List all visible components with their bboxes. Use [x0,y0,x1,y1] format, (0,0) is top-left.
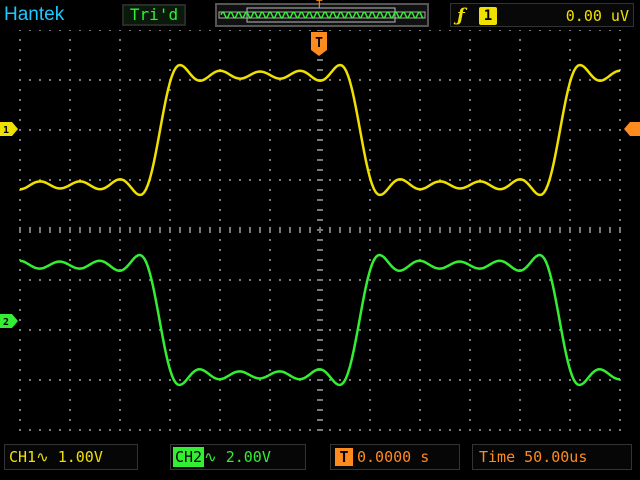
trigger-slope-icon: ƒ [457,5,465,26]
ch1-label: CH1 [9,448,37,466]
ch1-scale-info[interactable]: CH1∿ 1.00V [4,444,138,470]
ac-coupling-icon: ∿ [36,448,49,466]
ch1-ground-marker[interactable]: 1 [0,122,18,136]
ch1-scale-value: 1.00V [57,448,103,466]
ch1-waveform [19,63,621,197]
memory-trigger-marker: T [316,0,323,11]
trigger-status-badge: Tri'd [122,4,186,26]
ch2-waveform [19,253,621,387]
trigger-position-info[interactable]: T 0.0000 s [330,444,460,470]
memory-overview-graphic [218,7,426,23]
ch2-marker-label: 2 [3,317,9,328]
ch1-marker-label: 1 [3,125,9,136]
trigger-time-marker-label: T [315,36,323,51]
waveform-display[interactable]: T 1 2 [0,30,640,440]
trigger-source-badge: 1 [479,7,497,25]
ac-coupling-icon: ∿ [204,448,217,466]
ch2-scale-value: 2.00V [225,448,271,466]
trigger-position-icon: T [335,448,353,466]
graticule-grid [19,30,621,431]
ch2-scale-info[interactable]: CH2 ∿ 2.00V [170,444,306,470]
brand-logo: Hantek [4,4,65,25]
ch2-label: CH2 [173,447,205,467]
timebase-value: 50.00us [524,448,588,466]
timebase-label: Time [479,448,516,466]
trigger-time-marker[interactable]: T [311,32,327,56]
ch2-ground-marker[interactable]: 2 [0,314,18,328]
trigger-info-panel[interactable]: ƒ 1 0.00 uV [450,3,634,27]
trigger-level-readout: 0.00 uV [565,7,629,25]
timebase-info[interactable]: Time 50.00us [472,444,632,470]
memory-overview-bar[interactable]: T [215,0,429,27]
trigger-position-value: 0.0000 s [357,448,430,466]
trigger-level-marker[interactable] [624,122,640,136]
